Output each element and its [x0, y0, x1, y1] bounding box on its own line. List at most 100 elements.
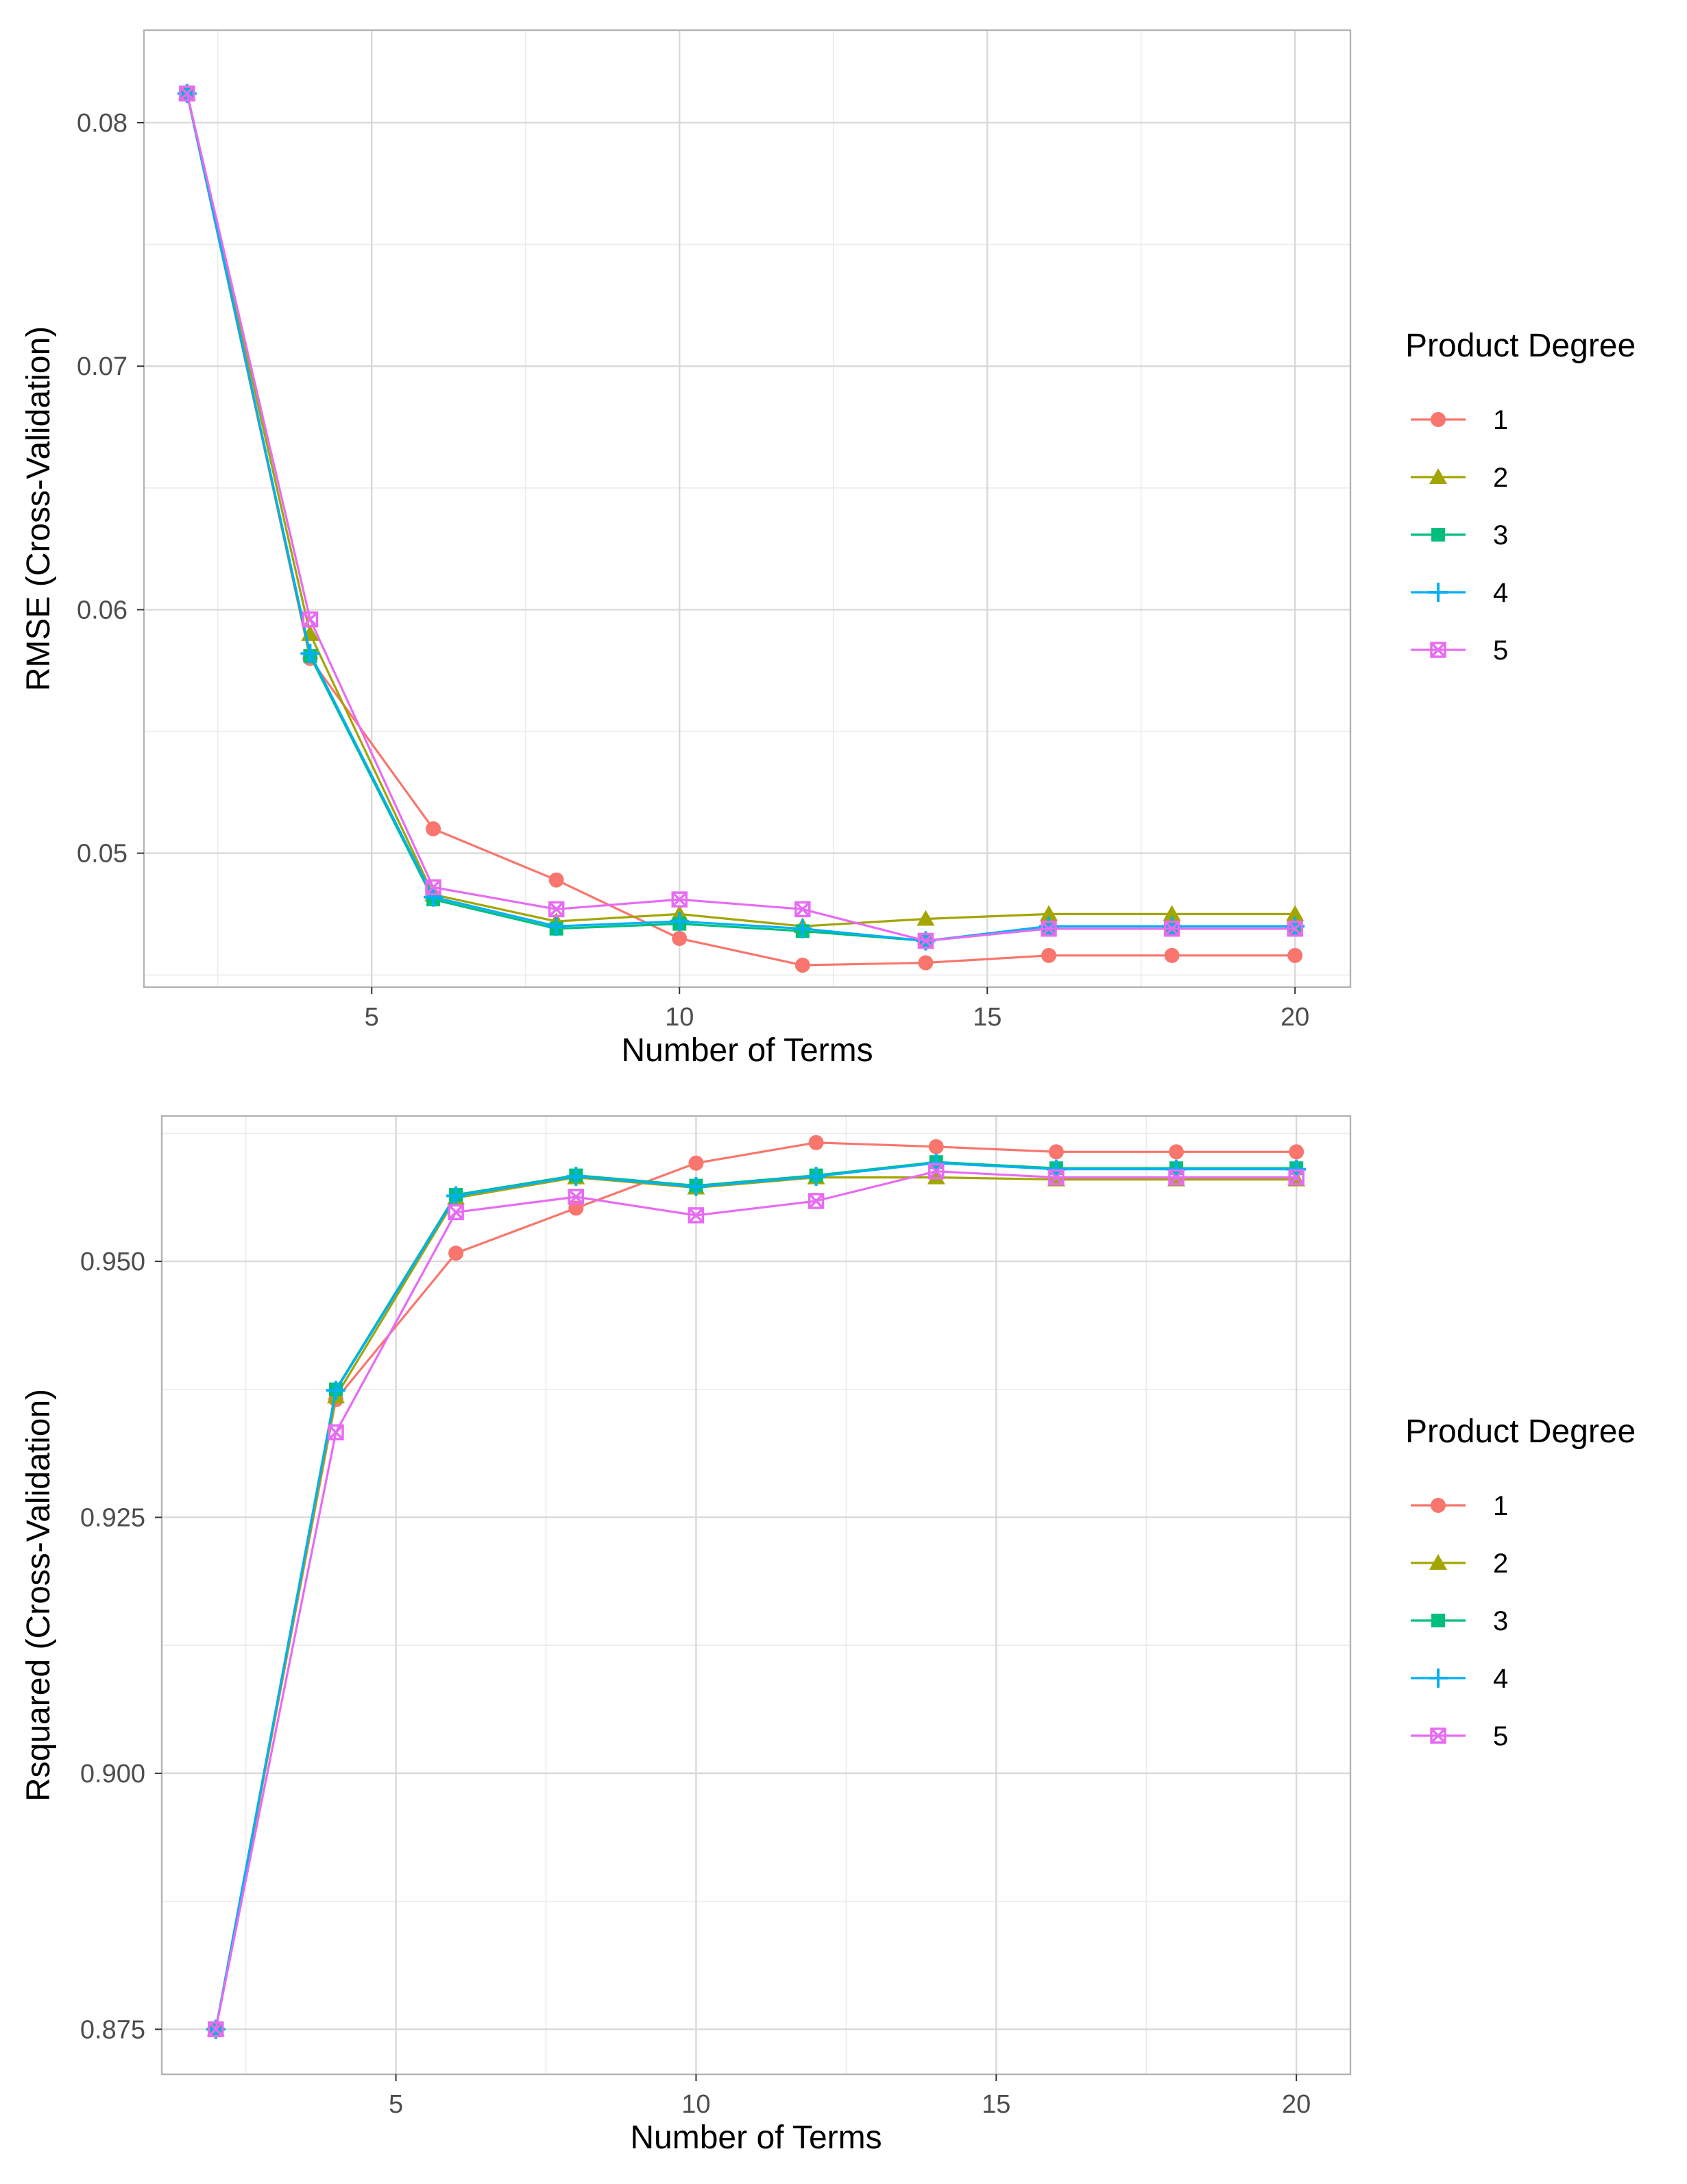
legend-key-marker	[1430, 1727, 1446, 1744]
y-tick-label: 0.07	[77, 352, 128, 381]
y-axis-title: RMSE (Cross-Validation)	[21, 326, 57, 692]
legend-title: Product Degree	[1405, 328, 1636, 364]
x-tick-label: 20	[1281, 1003, 1309, 1032]
y-tick-label: 0.875	[80, 2015, 145, 2044]
panel-border	[143, 29, 1352, 988]
x-tick-label: 10	[665, 1003, 694, 1032]
legend-label: 2	[1493, 1549, 1508, 1579]
legend-key-marker	[1431, 1614, 1445, 1627]
data-point	[548, 901, 565, 918]
x-tick-label: 5	[389, 2090, 403, 2119]
series-line	[186, 93, 1296, 943]
data-point	[1163, 905, 1181, 921]
legend-item: 1	[1411, 405, 1508, 435]
data-point	[448, 1246, 464, 1261]
axis-ticks: 5 10 15 20 0.05 0.06 0.07 0.08	[77, 109, 1309, 1032]
legend-label: 1	[1493, 1491, 1508, 1521]
legend: Product Degree 1 2 3 4 5	[1405, 1413, 1636, 1751]
data-point	[424, 887, 444, 907]
y-tick-label: 0.950	[80, 1248, 145, 1276]
data-point	[1048, 1144, 1064, 1160]
data-point	[926, 1153, 946, 1173]
legend-label: 1	[1493, 405, 1508, 435]
data-point	[806, 1167, 826, 1187]
legend-key-marker	[1429, 468, 1447, 484]
legend-item: 1	[1411, 1491, 1508, 1521]
data-series	[206, 1135, 1307, 2039]
x-tick-label: 5	[365, 1003, 379, 1032]
data-point	[688, 1207, 705, 1224]
data-point	[927, 1168, 945, 1185]
legend-key-marker	[1429, 583, 1448, 602]
data-point	[1288, 1169, 1304, 1186]
grid	[144, 30, 1350, 987]
series-1	[208, 1135, 1304, 2037]
data-point	[792, 919, 812, 938]
x-tick-label: 10	[681, 2090, 710, 2119]
y-tick-label: 0.08	[77, 109, 128, 138]
data-point	[794, 958, 810, 973]
data-point	[1048, 1169, 1065, 1186]
data-point	[928, 1139, 944, 1154]
data-point	[425, 879, 441, 896]
axis-ticks: 5 10 15 20 0.875 0.900 0.925 0.950	[80, 1248, 1311, 2119]
legend-label: 4	[1493, 578, 1508, 608]
data-point	[672, 930, 688, 946]
data-point	[1163, 921, 1180, 937]
data-point	[1289, 1144, 1304, 1160]
data-point	[446, 1186, 466, 1206]
legend-title: Product Degree	[1405, 1413, 1636, 1450]
series-line	[186, 93, 1296, 927]
y-tick-label: 0.900	[80, 1760, 145, 1788]
data-point	[426, 821, 441, 837]
x-tick-label: 20	[1282, 2090, 1311, 2119]
series-4	[206, 1153, 1307, 2039]
data-point	[670, 912, 690, 932]
data-point	[688, 1155, 704, 1171]
x-axis-title: Number of Terms	[621, 1032, 873, 1069]
grid	[162, 1116, 1350, 2074]
data-point	[326, 1381, 345, 1400]
data-point	[917, 910, 935, 926]
series-line	[186, 93, 1296, 943]
legend-item: 5	[1411, 1721, 1508, 1751]
data-point	[1041, 947, 1056, 963]
legend-key-marker	[1431, 1498, 1446, 1513]
y-tick-label: 0.06	[77, 596, 128, 624]
data-point	[808, 1193, 825, 1209]
legend-label: 5	[1493, 635, 1508, 666]
legend-key-marker	[1431, 412, 1446, 427]
data-point	[686, 1177, 706, 1197]
data-point	[1046, 1159, 1066, 1179]
data-point	[1041, 921, 1057, 937]
data-point	[671, 891, 688, 908]
data-point	[1287, 921, 1303, 937]
legend-key-marker	[1431, 528, 1445, 542]
data-point	[1169, 1144, 1185, 1160]
legend-key-marker	[1429, 1669, 1448, 1688]
x-tick-label: 15	[973, 1003, 1002, 1032]
legend-item: 2	[1411, 463, 1508, 493]
legend-label: 3	[1493, 520, 1508, 550]
data-point	[1167, 1159, 1187, 1179]
series-line	[186, 93, 1296, 967]
x-axis-title: Number of Terms	[630, 2120, 882, 2156]
y-tick-label: 0.925	[80, 1503, 145, 1532]
data-point	[566, 1167, 586, 1187]
legend-key-marker	[1429, 1554, 1447, 1570]
legend-label: 5	[1493, 1721, 1508, 1751]
data-point	[546, 917, 566, 936]
series-line	[215, 1162, 1297, 2030]
data-point	[448, 1204, 464, 1221]
legend-label: 2	[1493, 463, 1508, 493]
x-tick-label: 15	[982, 2090, 1010, 2119]
legend-key-marker	[1430, 642, 1446, 658]
series-5	[208, 1163, 1304, 2038]
legend-item: 4	[1411, 578, 1508, 608]
legend: Product Degree 1 2 3 4 5	[1405, 328, 1636, 666]
series-line	[215, 1141, 1297, 2030]
legend-item: 3	[1411, 520, 1508, 550]
data-point	[1040, 905, 1058, 921]
